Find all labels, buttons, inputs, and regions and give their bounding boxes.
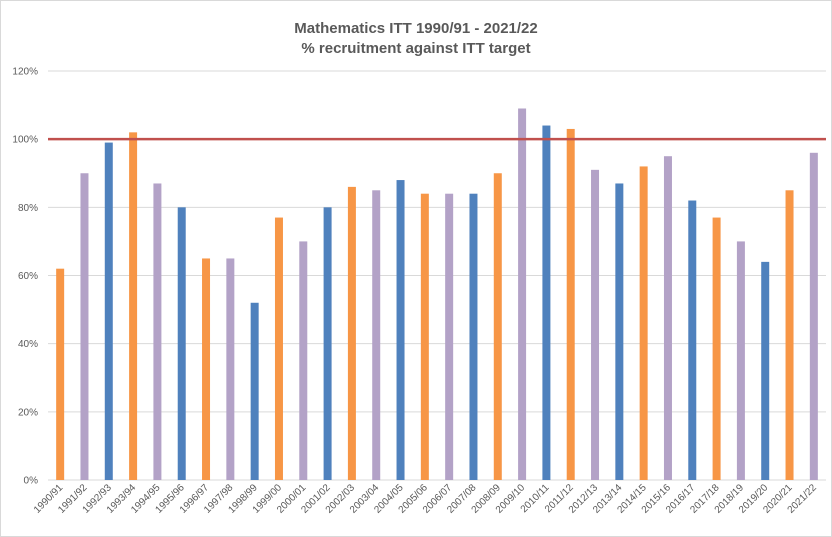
bar (688, 200, 697, 480)
bar (542, 125, 551, 481)
y-tick-label: 20% (18, 407, 38, 418)
y-tick-label: 100% (12, 135, 38, 146)
bar (396, 180, 405, 481)
bar (202, 258, 211, 480)
x-axis-ticks: 1990/911991/921992/931993/941994/951995/… (32, 482, 819, 516)
y-tick-label: 0% (24, 476, 39, 487)
bar (226, 258, 235, 480)
bar (420, 193, 429, 480)
bar (736, 241, 745, 480)
bar (323, 207, 332, 481)
bar (591, 169, 600, 480)
bar (518, 108, 527, 480)
bars (56, 108, 818, 481)
bar (347, 186, 356, 480)
bar (566, 128, 575, 481)
bar (56, 268, 65, 480)
bar (663, 156, 672, 481)
y-axis-ticks: 0% 20% 40% 60% 80% 100% 120% (12, 67, 38, 487)
y-tick-label: 120% (12, 67, 38, 78)
bar (104, 142, 113, 480)
bar (80, 173, 89, 480)
bar (445, 193, 454, 480)
bar (469, 193, 478, 480)
y-tick-label: 80% (18, 203, 38, 214)
bar (785, 190, 794, 480)
bar (493, 173, 502, 480)
bar (809, 152, 818, 481)
chart-title: Mathematics ITT 1990/91 - 2021/22 (294, 20, 538, 37)
bar (299, 241, 308, 480)
chart-subtitle: % recruitment against ITT target (301, 40, 531, 57)
bar (274, 217, 283, 480)
y-tick-label: 40% (18, 339, 38, 350)
bar (712, 217, 721, 480)
bar (372, 190, 381, 480)
bar (153, 183, 162, 480)
gridlines (48, 70, 826, 481)
bar (639, 166, 648, 480)
y-tick-label: 60% (18, 271, 38, 282)
bar (177, 207, 186, 481)
bar (761, 261, 770, 480)
bar (129, 132, 138, 480)
bar (615, 183, 624, 480)
bar (250, 302, 259, 480)
